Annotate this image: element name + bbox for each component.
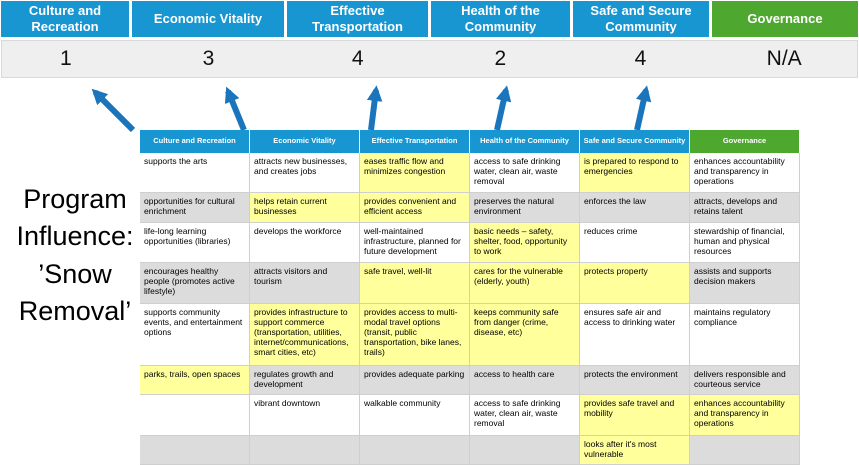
matrix-cell: attracts new businesses, and creates job… <box>250 153 360 194</box>
program-influence-label: Program Influence: ’Snow Removal’ <box>0 181 150 330</box>
matrix-cell: enhances accountability and transparency… <box>690 395 800 436</box>
matrix-cell: is prepared to respond to emergencies <box>580 153 690 194</box>
program-label-line: Program <box>23 184 127 214</box>
arrows-layer <box>91 85 652 133</box>
matrix-cell <box>470 435 580 465</box>
summary-header-1: Economic Vitality <box>132 1 284 37</box>
summary-score-1: 3 <box>202 47 215 70</box>
matrix-cell: access to health care <box>470 365 580 396</box>
up-arrow-icon <box>224 86 247 132</box>
matrix-cell <box>250 435 360 465</box>
matrix-cell: vibrant downtown <box>250 395 360 436</box>
matrix-cell: protects property <box>580 263 690 304</box>
matrix-cell: keeps community safe from danger (crime,… <box>470 303 580 366</box>
up-arrow-icon <box>494 85 512 131</box>
matrix-cell: protects the environment <box>580 365 690 396</box>
matrix-row-0: supports the arts attracts new businesses… <box>140 153 800 194</box>
summary-header-3: Health of the Community <box>431 1 570 37</box>
matrix-cell: enhances accountability and transparency… <box>690 153 800 194</box>
matrix-cell: access to safe drinking water, clean air… <box>470 153 580 194</box>
matrix-cell: supports the arts <box>140 153 250 194</box>
matrix-row-5: parks, trails, open spaces regulates grow… <box>140 365 800 396</box>
matrix-cell: looks after it's most vulnerable <box>580 435 690 465</box>
matrix-cell <box>360 435 470 465</box>
matrix-cell: provides safe travel and mobility <box>580 395 690 436</box>
matrix-row-4: supports community events, and entertain… <box>140 303 800 366</box>
matrix-row-7: looks after it's most vulnerable <box>140 435 800 465</box>
summary-score-row: 1 3 4 2 4 N/A <box>1 40 858 78</box>
matrix-header-2: Effective Transportation <box>360 130 470 153</box>
matrix-cell <box>140 435 250 465</box>
summary-header-row: Culture and Recreation Economic Vitality E… <box>1 1 858 37</box>
matrix-cell: preserves the natural environment <box>470 193 580 223</box>
matrix-header-0: Culture and Recreation <box>140 130 250 153</box>
matrix-cell: stewardship of financial, human and phys… <box>690 222 800 264</box>
matrix-cell: life-long learning opportunities (librar… <box>140 222 250 264</box>
summary-score-5: N/A <box>766 47 802 70</box>
matrix-cell: supports community events, and entertain… <box>140 303 250 366</box>
matrix-row-6: vibrant downtown walkable community access… <box>140 395 800 436</box>
matrix-cell: attracts visitors and tourism <box>250 263 360 304</box>
program-label-line: Removal’ <box>18 295 132 326</box>
up-arrow-icon <box>91 88 136 133</box>
summary-score-3: 2 <box>494 47 507 70</box>
matrix-cell <box>140 395 250 436</box>
matrix-cell: encourages healthy people (promotes acti… <box>140 263 250 304</box>
matrix-header-4: Safe and Secure Community <box>580 130 690 153</box>
up-arrow-icon <box>634 85 652 131</box>
matrix-cell: reduces crime <box>580 222 690 264</box>
matrix-cell: access to safe drinking water, clean air… <box>470 395 580 436</box>
matrix-cell: provides infrastructure to support comme… <box>250 303 360 366</box>
matrix-cell: opportunities for cultural enrichment <box>140 193 250 223</box>
matrix-header-3: Health of the Community <box>470 130 580 153</box>
summary-header-5: Governance <box>712 1 858 37</box>
influence-matrix: Culture and Recreation Economic Vitality E… <box>140 130 800 465</box>
summary-score-4: 4 <box>634 47 647 70</box>
matrix-cell: safe travel, well-lit <box>360 263 470 304</box>
matrix-cell: delivers responsible and courteous servi… <box>690 365 800 396</box>
matrix-cell: walkable community <box>360 395 470 436</box>
matrix-cell: basic needs – safety, shelter, food, opp… <box>470 222 580 264</box>
matrix-header-row: Culture and Recreation Economic Vitality E… <box>140 130 800 153</box>
matrix-row-3: encourages healthy people (promotes acti… <box>140 263 800 304</box>
matrix-cell: eases traffic flow and minimizes congest… <box>360 153 470 194</box>
matrix-cell: regulates growth and development <box>250 365 360 396</box>
matrix-cell: attracts, develops and retains talent <box>690 193 800 223</box>
matrix-cell: assists and supports decision makers <box>690 263 800 304</box>
matrix-cell <box>690 435 800 465</box>
summary-header-2: Effective Transportation <box>287 1 428 37</box>
summary-header-0: Culture and Recreation <box>1 1 129 37</box>
matrix-header-1: Economic Vitality <box>250 130 360 153</box>
matrix-cell: provides convenient and efficient access <box>360 193 470 223</box>
matrix-row-1: opportunities for cultural enrichment hel… <box>140 193 800 223</box>
matrix-cell: enforces the law <box>580 193 690 223</box>
matrix-cell: maintains regulatory compliance <box>690 303 800 366</box>
matrix-cell: develops the workforce <box>250 222 360 264</box>
matrix-cell: ensures safe air and access to drinking … <box>580 303 690 366</box>
summary-score-2: 4 <box>351 47 364 70</box>
matrix-cell: helps retain current businesses <box>250 193 360 223</box>
up-arrow-icon <box>366 85 383 131</box>
matrix-cell: cares for the vulnerable (elderly, youth… <box>470 263 580 304</box>
program-label-line: ’Snow <box>38 258 112 289</box>
summary-header-4: Safe and Secure Community <box>573 1 709 37</box>
matrix-body: supports the arts attracts new businesses… <box>140 153 800 465</box>
summary-score-0: 1 <box>60 47 72 70</box>
matrix-cell: provides adequate parking <box>360 365 470 396</box>
matrix-row-2: life-long learning opportunities (librar… <box>140 222 800 264</box>
matrix-cell: provides access to multi-modal travel op… <box>360 303 470 366</box>
matrix-header-5: Governance <box>690 130 800 153</box>
program-label-line: Influence: <box>16 221 134 252</box>
matrix-cell: parks, trails, open spaces <box>140 365 250 396</box>
matrix-cell: well-maintained infrastructure, planned … <box>360 222 470 264</box>
